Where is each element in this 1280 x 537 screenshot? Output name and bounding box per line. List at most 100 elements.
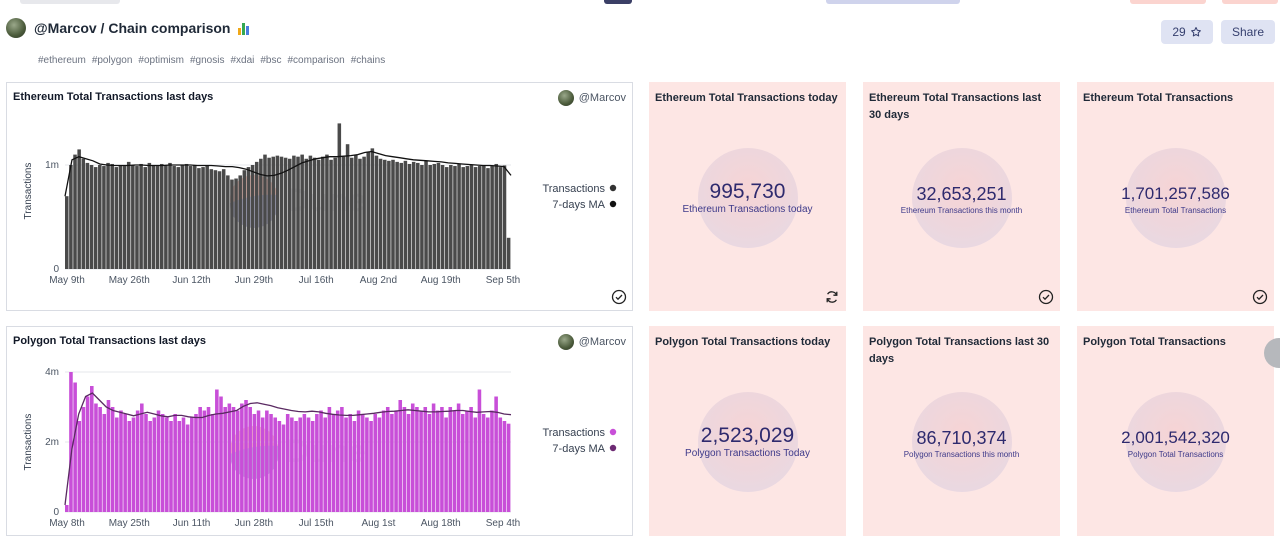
bar xyxy=(206,407,211,512)
bar xyxy=(152,417,157,512)
counter-poly-30days[interactable]: Polygon Total Transactions last 30 days … xyxy=(863,326,1060,536)
x-tick-label: Jul 16th xyxy=(299,275,334,286)
dashboard-title: @Marcov / Chain comparison xyxy=(34,20,252,36)
counter-title: Polygon Total Transactions today xyxy=(655,336,831,348)
bar xyxy=(240,403,244,512)
refresh-icon[interactable] xyxy=(824,289,840,305)
counter-title: Polygon Total Transactions last 30 days xyxy=(869,336,1050,365)
bar xyxy=(377,417,382,512)
navbar-avatar-remnant[interactable] xyxy=(604,0,632,4)
counter-disc xyxy=(1126,392,1226,492)
x-tick-label: Jun 11th xyxy=(173,518,211,529)
bar xyxy=(460,414,465,512)
bar xyxy=(98,407,102,512)
chart-owner[interactable]: @Marcov xyxy=(557,90,626,106)
x-tick-label: Aug 18th xyxy=(421,518,461,529)
top-navbar-remnant xyxy=(0,0,1280,6)
owner-link[interactable]: @Marcov xyxy=(34,20,97,36)
legend-marker xyxy=(609,200,617,208)
bar xyxy=(285,414,290,512)
bar xyxy=(381,410,386,512)
owner-avatar[interactable] xyxy=(6,18,26,38)
bar xyxy=(277,421,282,512)
bar xyxy=(398,400,403,512)
bar xyxy=(181,417,186,512)
tag[interactable]: #comparison xyxy=(287,55,345,66)
bar xyxy=(362,156,366,269)
navbar-search-remnant[interactable] xyxy=(20,0,120,4)
bar xyxy=(110,163,114,269)
bar xyxy=(135,410,140,512)
navbar-button-remnant-2[interactable] xyxy=(1130,0,1206,4)
ma-line xyxy=(64,150,512,197)
y-tick-label: 2m xyxy=(45,437,59,448)
bar xyxy=(168,162,172,269)
bar xyxy=(227,403,232,512)
bar xyxy=(444,167,449,269)
chart-owner[interactable]: @Marcov xyxy=(557,334,626,350)
bar xyxy=(304,158,309,269)
y-axis-label: Transactions xyxy=(23,414,34,471)
bar xyxy=(122,166,127,269)
chart-title: Ethereum Total Transactions last days xyxy=(13,91,214,103)
navbar-button-remnant[interactable] xyxy=(826,0,960,4)
x-tick-label: May 9th xyxy=(49,275,85,286)
bar xyxy=(494,163,499,269)
legend-marker xyxy=(609,444,617,452)
counter-eth-today[interactable]: Ethereum Total Transactions today 995,73… xyxy=(649,82,846,311)
legend-label: 7-days MA xyxy=(552,199,605,211)
navbar-button-remnant-3[interactable] xyxy=(1222,0,1278,4)
bar xyxy=(395,161,399,269)
share-button[interactable]: Share xyxy=(1221,20,1275,44)
tag[interactable]: #chains xyxy=(350,55,386,66)
counter-title: Ethereum Total Transactions xyxy=(1083,92,1234,104)
bar xyxy=(65,505,69,512)
eth-chart-card[interactable]: Ethereum Total Transactions last days @M… xyxy=(6,82,633,311)
dashboard-header: @Marcov / Chain comparison xyxy=(6,18,252,38)
bar xyxy=(115,417,119,512)
tag[interactable]: #ethereum xyxy=(38,55,86,66)
bar xyxy=(390,414,394,512)
bar xyxy=(490,166,494,269)
bar xyxy=(176,167,181,269)
tag[interactable]: #optimism xyxy=(138,55,184,66)
bar xyxy=(156,410,161,512)
bar xyxy=(235,410,240,512)
tag[interactable]: #gnosis xyxy=(189,55,225,66)
counter-poly-today[interactable]: Polygon Total Transactions today 2,523,0… xyxy=(649,326,846,536)
star-icon xyxy=(1190,27,1201,37)
bar xyxy=(106,162,110,269)
poly-chart-card[interactable]: Polygon Total Transactions last days @Ma… xyxy=(6,326,633,536)
counter-eth-30days[interactable]: Ethereum Total Transactions last 30 days… xyxy=(863,82,1060,311)
bar xyxy=(147,162,152,269)
bar xyxy=(490,410,494,512)
bar xyxy=(325,154,329,269)
y-tick-label: 0 xyxy=(53,507,59,518)
bar xyxy=(194,414,198,512)
scroll-button[interactable] xyxy=(1264,338,1280,368)
bar xyxy=(420,165,424,269)
bar xyxy=(90,386,94,512)
bar xyxy=(81,158,86,269)
bar xyxy=(498,417,503,512)
tag[interactable]: #xdai xyxy=(230,55,255,66)
tag[interactable]: #bsc xyxy=(260,55,282,66)
bar xyxy=(172,166,176,269)
bar xyxy=(81,407,86,512)
x-tick-label: Sep 4th xyxy=(486,518,520,529)
star-button[interactable]: 29 xyxy=(1161,20,1213,44)
bar xyxy=(416,162,420,269)
bar xyxy=(77,149,81,269)
counter-eth-total[interactable]: Ethereum Total Transactions 1,701,257,58… xyxy=(1077,82,1274,311)
counter-poly-total[interactable]: Polygon Total Transactions 2,001,542,320… xyxy=(1077,326,1274,536)
bar xyxy=(323,417,327,512)
bar xyxy=(126,161,131,269)
tag[interactable]: #polygon xyxy=(91,55,133,66)
bar xyxy=(114,167,119,269)
bar xyxy=(202,410,207,512)
bar xyxy=(498,167,503,269)
bar xyxy=(188,166,193,269)
bar xyxy=(456,403,461,512)
bar xyxy=(302,414,307,512)
bar xyxy=(283,157,288,269)
